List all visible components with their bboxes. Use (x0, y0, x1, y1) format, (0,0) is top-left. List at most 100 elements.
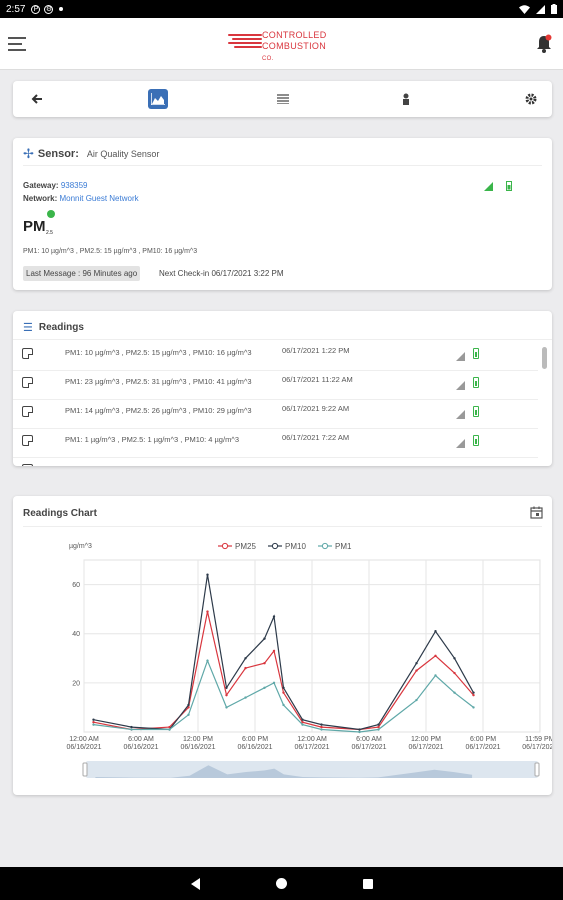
x-tick-label: 12:00 AM (297, 736, 327, 743)
note-icon[interactable] (22, 435, 33, 446)
sensor-person-button[interactable] (396, 89, 416, 109)
data-point-pm10 (415, 662, 418, 665)
data-point-pm25 (282, 691, 285, 694)
gateway-line: Gateway: 938359 (23, 181, 88, 190)
data-point-pm10 (272, 615, 276, 618)
data-point-pm10 (263, 637, 266, 640)
reading-message: PM1: 23 µg/m^3 , PM2.5: 31 µg/m^3 , PM10… (65, 377, 252, 386)
data-point-pm1 (130, 728, 133, 731)
legend-label-pm1[interactable]: PM1 (335, 542, 352, 551)
nav-recents-icon[interactable] (362, 878, 373, 889)
reading-row[interactable]: PM1: 14 µg/m^3 , PM2.5: 26 µg/m^3 , PM10… (13, 400, 538, 429)
data-point-pm10 (130, 725, 133, 729)
sensor-toolbar (13, 81, 552, 117)
note-icon[interactable] (22, 464, 33, 466)
chart-divider (23, 526, 542, 527)
system-nav-bar (0, 867, 563, 900)
data-point-pm10 (320, 723, 323, 726)
sensor-header: ✢ Sensor: Air Quality Sensor (23, 145, 542, 166)
calendar-icon[interactable] (530, 506, 543, 519)
legend-label-pm10[interactable]: PM10 (285, 542, 306, 551)
app-bar: CONTROLLED COMBUSTION CO. (0, 18, 563, 70)
data-point-pm1 (92, 723, 95, 726)
legend-marker-pm10[interactable] (271, 542, 279, 550)
logo-line1: CONTROLLED (262, 30, 327, 40)
data-point-pm10 (244, 657, 247, 660)
y-axis-label: µg/m^3 (69, 543, 92, 550)
y-tick-label: 40 (72, 631, 80, 638)
series-line-pm10 (93, 574, 475, 731)
range-handle-left[interactable] (82, 762, 88, 777)
reading-message: PM1: 10 µg/m^3 , PM2.5: 15 µg/m^3 , PM10… (65, 348, 252, 357)
status-time: 2:57 (6, 3, 26, 15)
data-point-pm10 (301, 718, 304, 721)
battery-status-icon (506, 181, 512, 191)
gateway-link[interactable]: 938359 (60, 181, 88, 190)
next-checkin: Next Check-in 06/17/2021 3:22 PM (159, 269, 284, 278)
data-point-pm1 (320, 728, 323, 731)
legend-marker-pm25[interactable] (221, 542, 229, 550)
chart-view-button[interactable] (148, 89, 168, 109)
data-point-pm1 (415, 698, 418, 702)
logo-text: CONTROLLED COMBUSTION CO. (262, 30, 332, 65)
network-link[interactable]: Monnit Guest Network (59, 194, 139, 203)
last-message-badge: Last Message : 96 Minutes ago (23, 266, 141, 281)
person-icon (403, 93, 409, 105)
sensor-info-card: ✢ Sensor: Air Quality Sensor Gateway: 93… (13, 138, 552, 290)
reading-date: 06/17/2021 9:22 AM (282, 404, 350, 413)
x-tick-label: 06/17/2021 (408, 744, 443, 751)
list-view-button[interactable] (273, 89, 293, 109)
data-point-pm1 (453, 691, 456, 694)
data-point-pm10 (225, 686, 228, 689)
notification-dot-icon (59, 7, 64, 11)
data-point-pm25 (206, 610, 209, 613)
x-tick-label: 6:00 AM (356, 736, 382, 743)
menu-icon[interactable] (8, 37, 26, 51)
nav-home-icon[interactable] (275, 878, 287, 889)
legend-marker-pm1[interactable] (321, 542, 329, 550)
gateway-label: Gateway: (23, 181, 59, 190)
data-point-pm1 (272, 681, 276, 685)
reading-row[interactable]: PM1: 23 µg/m^3 , PM2.5: 31 µg/m^3 , PM10… (13, 371, 538, 400)
nav-back-icon[interactable] (190, 877, 200, 890)
data-point-pm1 (301, 723, 304, 726)
reading-date: 06/17/2021 1:22 PM (282, 346, 350, 355)
data-point-pm25 (244, 666, 247, 670)
network-label: Network: (23, 194, 58, 203)
note-icon[interactable] (22, 377, 33, 388)
battery-icon (551, 4, 557, 14)
reading-message: PM1: 14 µg/m^3 , PM2.5: 26 µg/m^3 , PM10… (65, 406, 252, 415)
back-button[interactable] (27, 89, 47, 109)
note-icon[interactable] (22, 348, 33, 359)
reading-row-partial[interactable] (13, 458, 538, 466)
reading-row[interactable]: PM1: 10 µg/m^3 , PM2.5: 15 µg/m^3 , PM10… (13, 342, 538, 371)
activity-icon: ✢ (23, 145, 34, 161)
sensor-name: Air Quality Sensor (86, 148, 160, 159)
data-point-pm25 (472, 693, 475, 697)
data-point-pm25 (377, 725, 380, 729)
reading-row[interactable]: PM1: 1 µg/m^3 , PM2.5: 1 µg/m^3 , PM10: … (13, 429, 538, 458)
readings-divider (13, 339, 552, 340)
notification-bell-icon[interactable] (534, 34, 554, 54)
battery-icon (473, 406, 479, 417)
arrow-left-icon (31, 94, 42, 104)
settings-button[interactable] (521, 89, 541, 109)
readings-scrollbar[interactable] (542, 347, 547, 369)
data-point-pm25 (92, 720, 95, 724)
list-icon (277, 94, 289, 104)
data-point-pm1 (187, 713, 190, 716)
range-handle-right[interactable] (534, 762, 540, 777)
readings-title: Readings (38, 322, 84, 333)
note-icon[interactable] (22, 406, 33, 417)
data-point-pm10 (453, 657, 456, 660)
data-point-pm10 (206, 573, 209, 576)
data-point-pm1 (377, 728, 380, 731)
data-point-pm10 (377, 723, 380, 726)
chart-title: Readings Chart (23, 508, 97, 519)
data-point-pm25 (320, 725, 323, 729)
x-tick-label: 6:00 PM (242, 736, 268, 743)
legend-label-pm25[interactable]: PM25 (235, 542, 256, 551)
signal-icon (456, 352, 465, 361)
cast-icon: P (31, 4, 41, 14)
